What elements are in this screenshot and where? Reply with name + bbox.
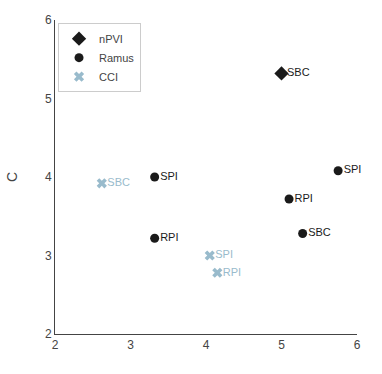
svg-text:C: C [4, 172, 20, 182]
svg-text:SPI: SPI [338, 163, 361, 175]
svg-text:SBC: SBC [282, 66, 310, 78]
svg-text:2: 2 [52, 338, 59, 352]
svg-text:6: 6 [45, 13, 52, 27]
svg-text:6: 6 [354, 338, 361, 352]
svg-text:SPI: SPI [210, 248, 233, 260]
svg-text:5: 5 [278, 338, 285, 352]
svg-text:SBC: SBC [303, 226, 331, 238]
svg-text:CCI: CCI [99, 71, 118, 83]
svg-text:nPVI: nPVI [99, 33, 123, 45]
svg-text:SBC: SBC [102, 176, 130, 188]
svg-text:4: 4 [45, 170, 52, 184]
svg-text:RPI: RPI [289, 192, 313, 204]
svg-text:4: 4 [203, 338, 210, 352]
svg-text:RPI: RPI [217, 266, 241, 278]
svg-text:5: 5 [45, 92, 52, 106]
svg-text:2: 2 [45, 327, 52, 341]
svg-text:Ramus: Ramus [99, 52, 134, 64]
svg-text:RPI: RPI [155, 231, 179, 243]
svg-text:SPI: SPI [155, 170, 178, 182]
svg-text:3: 3 [127, 338, 134, 352]
svg-text:3: 3 [45, 249, 52, 263]
